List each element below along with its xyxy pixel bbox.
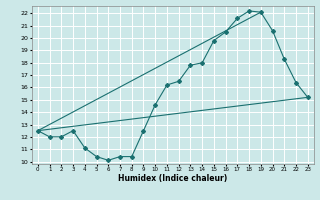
X-axis label: Humidex (Indice chaleur): Humidex (Indice chaleur): [118, 174, 228, 183]
